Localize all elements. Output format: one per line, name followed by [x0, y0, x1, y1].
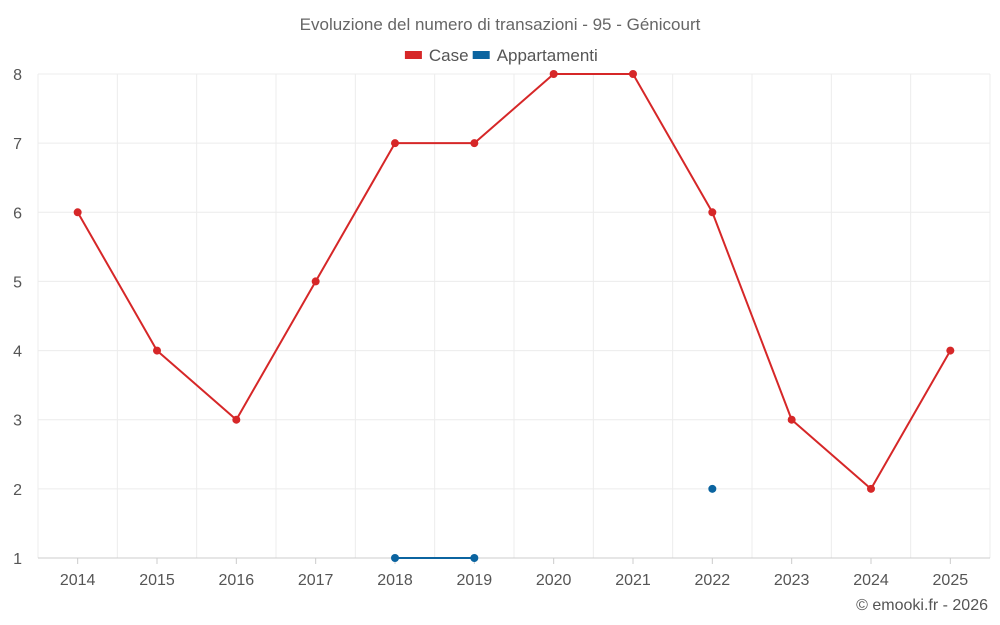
x-tick-label: 2016: [219, 572, 255, 589]
legend-swatch-case: [404, 51, 422, 59]
y-tick-label: 6: [13, 205, 22, 222]
data-point-case: [232, 415, 241, 424]
x-tick-label: 2015: [139, 572, 175, 589]
series-line-case: [76, 73, 952, 490]
grid: [37, 73, 991, 559]
data-point-case: [708, 208, 717, 217]
chart-title: Evoluzione del numero di transazioni - 9…: [300, 15, 701, 34]
y-tick-label: 2: [13, 482, 22, 499]
data-point-appartamenti: [391, 554, 399, 562]
data-point-appartamenti: [708, 484, 717, 493]
data-point-case: [867, 484, 875, 493]
legend-label-case: Case: [429, 46, 469, 65]
x-tick-label: 2019: [457, 572, 493, 589]
x-tick-label: 2018: [377, 572, 413, 589]
legend-swatch-appartamenti: [472, 51, 490, 59]
legend-label-appartamenti: Appartamenti: [497, 46, 598, 65]
axes: 1 2 3 4 5 6 7 8 2014 2015 2016 2017 2018 2019 2020 2021…: [13, 67, 990, 589]
y-tick-label: 1: [13, 551, 22, 568]
x-tick-label: 2024: [853, 572, 889, 589]
data-point-case: [549, 70, 558, 78]
data-point-case: [311, 277, 320, 286]
data-point-case: [629, 70, 637, 78]
series-layer: [73, 70, 955, 562]
x-tick-label: 2014: [60, 572, 96, 589]
credit-text: © emooki.fr - 2026: [856, 597, 988, 614]
data-point-case: [470, 139, 479, 148]
y-tick-label: 8: [13, 67, 22, 84]
y-tick-label: 5: [13, 274, 22, 291]
x-tick-label: 2020: [536, 572, 572, 589]
x-tick-label: 2017: [298, 572, 334, 589]
data-point-case: [391, 139, 399, 148]
x-tick-label: 2025: [933, 572, 969, 589]
x-tick-label: 2022: [695, 572, 731, 589]
legend: Case Appartamenti: [404, 46, 598, 65]
x-tick-label: 2021: [615, 572, 651, 589]
data-point-case: [787, 415, 796, 424]
data-point-appartamenti: [470, 554, 479, 562]
x-tick-label: 2023: [774, 572, 810, 589]
y-tick-label: 4: [13, 344, 22, 361]
data-point-case: [946, 346, 955, 355]
y-tick-label: 7: [13, 136, 22, 153]
data-point-case: [153, 346, 161, 355]
y-tick-label: 3: [13, 413, 22, 430]
data-point-case: [73, 208, 82, 217]
